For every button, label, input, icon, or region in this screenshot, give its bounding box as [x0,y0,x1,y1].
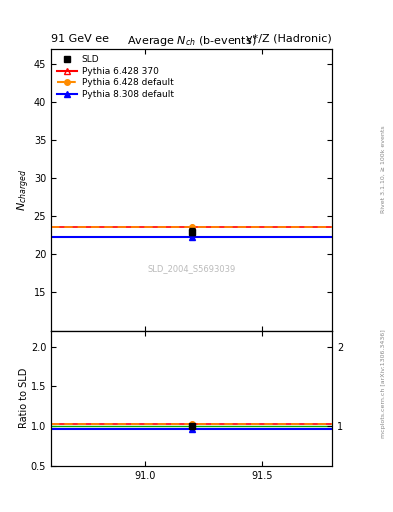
Text: Rivet 3.1.10, ≥ 100k events: Rivet 3.1.10, ≥ 100k events [381,125,386,213]
Y-axis label: Ratio to SLD: Ratio to SLD [20,368,29,429]
Text: 91 GeV ee: 91 GeV ee [51,33,109,44]
Title: Average $N_{ch}$ (b-events): Average $N_{ch}$ (b-events) [127,34,256,49]
Y-axis label: $N_{charged}$: $N_{charged}$ [16,168,32,211]
Text: mcplots.cern.ch [arXiv:1306.3436]: mcplots.cern.ch [arXiv:1306.3436] [381,330,386,438]
Legend: SLD, Pythia 6.428 370, Pythia 6.428 default, Pythia 8.308 default: SLD, Pythia 6.428 370, Pythia 6.428 defa… [55,53,176,101]
Text: SLD_2004_S5693039: SLD_2004_S5693039 [147,264,236,273]
Text: γ*/Z (Hadronic): γ*/Z (Hadronic) [246,33,332,44]
